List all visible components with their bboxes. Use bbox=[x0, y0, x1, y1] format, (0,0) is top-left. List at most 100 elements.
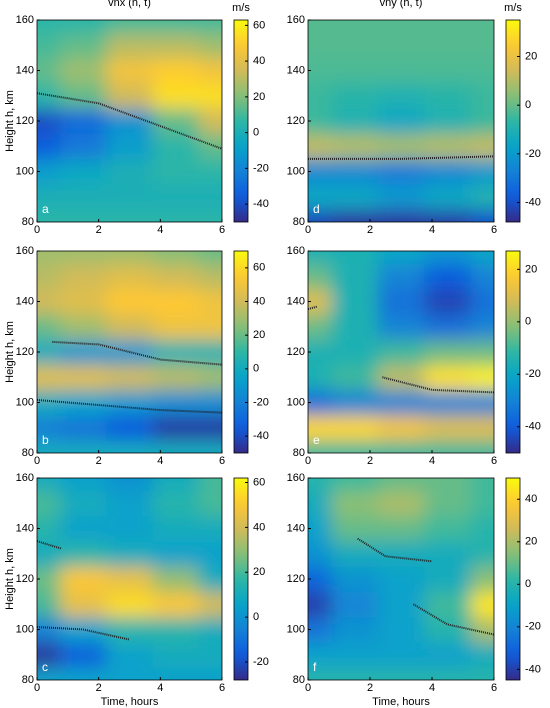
heatmap-cell bbox=[331, 83, 379, 109]
heatmap-cell bbox=[470, 133, 494, 160]
y-axis-label: Height h, km bbox=[4, 90, 16, 152]
y-tick-label: 160 bbox=[16, 245, 34, 257]
heatmap-cell bbox=[152, 566, 200, 593]
colorbar bbox=[505, 19, 521, 223]
heatmap-cell bbox=[308, 108, 332, 135]
colorbar-tick-label: 0 bbox=[253, 611, 259, 623]
heatmap-cell bbox=[470, 158, 494, 185]
y-tick-label: 120 bbox=[287, 115, 305, 127]
chart-title: vnx (h, t) bbox=[108, 0, 151, 9]
colorbar-unit: m/s bbox=[232, 2, 250, 14]
y-tick-label: 100 bbox=[287, 396, 305, 408]
heatmap-cell bbox=[152, 108, 200, 135]
heatmap-cell bbox=[308, 490, 332, 517]
colorbar-tick-label: -20 bbox=[253, 396, 269, 408]
heatmap-cell bbox=[308, 415, 332, 441]
x-tick-label: 6 bbox=[219, 455, 225, 467]
heatmap-cell bbox=[331, 364, 379, 391]
heatmap-cell bbox=[152, 83, 200, 109]
heatmap-cell bbox=[331, 158, 379, 185]
heatmap-cell bbox=[152, 515, 200, 542]
heatmap-cell bbox=[37, 57, 61, 84]
heatmap-cell bbox=[37, 515, 61, 542]
heatmap-cell bbox=[198, 364, 222, 391]
heatmap-cell bbox=[106, 667, 154, 680]
heatmap-cell bbox=[198, 515, 222, 542]
heatmap-cell bbox=[308, 263, 332, 290]
heatmap-field bbox=[308, 478, 494, 680]
heatmap-cell bbox=[331, 339, 379, 366]
heatmap-cell bbox=[308, 591, 332, 618]
heatmap-cell bbox=[106, 478, 154, 492]
heatmap-cell bbox=[308, 339, 332, 366]
heatmap-cell bbox=[106, 440, 154, 453]
heatmap-cell bbox=[424, 184, 472, 210]
x-tick-label: 4 bbox=[157, 224, 163, 236]
heatmap-cell bbox=[198, 591, 222, 618]
heatmap-cell bbox=[424, 263, 472, 290]
contour-line bbox=[308, 155, 494, 160]
heatmap-cell bbox=[152, 440, 200, 453]
heatmap-cell bbox=[377, 616, 425, 643]
x-tick-label: 6 bbox=[219, 682, 225, 694]
heatmap-cell bbox=[331, 642, 379, 668]
colorbar-tick-label: -20 bbox=[253, 162, 269, 174]
contour-line bbox=[382, 376, 494, 394]
heatmap-cell bbox=[60, 314, 107, 340]
colorbar-tick-label: 0 bbox=[525, 578, 531, 590]
y-axis-label: Height h, km bbox=[4, 321, 16, 383]
heatmap-cell bbox=[60, 83, 107, 109]
heatmap-cell bbox=[331, 591, 379, 618]
heatmap-cell bbox=[308, 389, 332, 416]
heatmap-cell bbox=[152, 32, 200, 59]
heatmap-cell bbox=[331, 515, 379, 542]
colorbar-tick-label: -40 bbox=[253, 198, 269, 210]
heatmap-cell bbox=[60, 478, 107, 492]
y-tick-label: 100 bbox=[16, 396, 34, 408]
heatmap-cell bbox=[106, 263, 154, 290]
colorbar-tick-label: -40 bbox=[525, 663, 541, 675]
heatmap-cell bbox=[60, 209, 107, 222]
x-tick-label: 0 bbox=[34, 455, 40, 467]
x-axis-label: Time, hours bbox=[372, 696, 430, 708]
heatmap-cell bbox=[198, 478, 222, 492]
y-tick-label: 140 bbox=[16, 522, 34, 534]
y-tick-label: 80 bbox=[293, 674, 305, 686]
heatmap-cell bbox=[331, 440, 379, 453]
y-tick-label: 100 bbox=[287, 165, 305, 177]
heatmap-field bbox=[308, 20, 494, 222]
contour-line bbox=[37, 625, 130, 641]
heatmap-cell bbox=[60, 133, 107, 160]
x-tick-label: 4 bbox=[429, 682, 435, 694]
panel-label: a bbox=[42, 202, 49, 216]
colorbar-tick-label: 0 bbox=[525, 316, 531, 328]
heatmap-cell bbox=[424, 32, 472, 59]
heatmap-cell bbox=[106, 364, 154, 391]
heatmap-cell bbox=[152, 591, 200, 618]
heatmap-cell bbox=[308, 57, 332, 84]
heatmap-cell bbox=[377, 57, 425, 84]
heatmap-cell bbox=[331, 251, 379, 265]
heatmap-cell bbox=[37, 616, 61, 643]
heatmap-cell bbox=[470, 616, 494, 643]
heatmap-cell bbox=[106, 83, 154, 109]
heatmap-cell bbox=[331, 616, 379, 643]
heatmap-field bbox=[37, 478, 222, 680]
heatmap-cell bbox=[308, 440, 332, 453]
heatmap-cell bbox=[424, 415, 472, 441]
heatmap-cell bbox=[377, 209, 425, 222]
colorbar-tick-label: 20 bbox=[253, 329, 265, 341]
heatmap-cell bbox=[198, 158, 222, 185]
heatmap-cell bbox=[470, 57, 494, 84]
heatmap-cell bbox=[424, 541, 472, 567]
heatmap-cell bbox=[308, 251, 332, 265]
heatmap-cell bbox=[424, 642, 472, 668]
heatmap-cell bbox=[424, 133, 472, 160]
heatmap-cell bbox=[331, 57, 379, 84]
heatmap-cell bbox=[308, 83, 332, 109]
heatmap-cell bbox=[198, 20, 222, 34]
heatmap-cell bbox=[37, 440, 61, 453]
heatmap-cell bbox=[37, 389, 61, 416]
panel: 0 2 4 6 80 100 120 140 160 a vnx (h, t) Height h, k… bbox=[4, 0, 269, 236]
heatmap-cell bbox=[37, 478, 61, 492]
